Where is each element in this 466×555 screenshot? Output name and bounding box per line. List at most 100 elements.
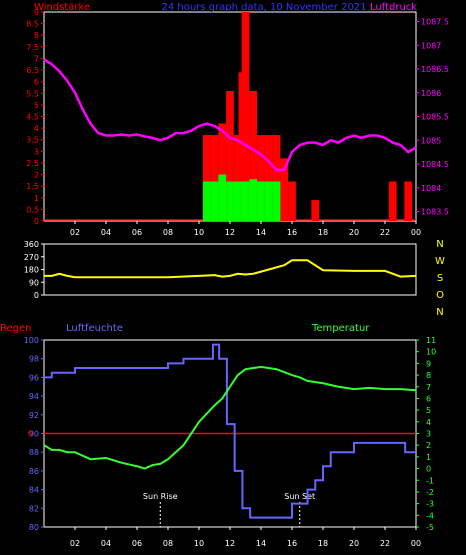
humidity-tick-label: 100 — [24, 336, 39, 345]
humidity-tick-label: 94 — [29, 392, 39, 401]
humidity-tick-label: 92 — [29, 411, 39, 420]
wind-gust-bar — [218, 123, 227, 221]
wind-gust-bar — [288, 181, 296, 221]
wind-tick-label: 9 — [34, 8, 39, 17]
x-tick-label: 02 — [70, 539, 80, 548]
wind-tick-label: 2 — [34, 171, 39, 180]
pressure-line — [43, 58, 417, 171]
wind-tick-label: 0 — [34, 217, 39, 226]
temperature-tick-label: 1 — [426, 453, 431, 462]
temperature-tick-label: 8 — [426, 371, 431, 380]
temperature-tick-label: 9 — [426, 359, 431, 368]
wind-direction-frame — [43, 243, 417, 296]
direction-letter: O — [436, 290, 444, 301]
pressure-tick-label: 1083.5 — [421, 208, 449, 217]
pressure-tick-label: 1086.5 — [421, 65, 449, 74]
sun-event-label: Sun Rise — [143, 492, 178, 501]
wind-tick-label: 7 — [34, 54, 39, 63]
rain-zero-label: 0 — [28, 430, 33, 439]
x-tick-label: 16 — [287, 228, 297, 237]
wind-gust-bar — [257, 135, 265, 221]
wind-speed-bar — [226, 181, 234, 221]
wind-gust-bar — [202, 135, 211, 221]
humidity-tick-label: 96 — [29, 373, 39, 382]
wind-tick-label: 6 — [34, 78, 39, 87]
header-center-label: 24 hours graph data, 10 November 2021 — [161, 2, 366, 13]
wind-tick-label: 2.5 — [26, 159, 39, 168]
x-tick-label: 00 — [411, 539, 421, 548]
pressure-tick-label: 1085.5 — [421, 113, 449, 122]
humidity-tick-label: 88 — [29, 448, 39, 457]
humidity-temperature-panel: 80828486889092949698100-5-4-3-2-10123456… — [24, 336, 436, 548]
x-tick-label: 10 — [194, 539, 204, 548]
temperature-tick-label: -4 — [426, 511, 434, 520]
humidity-tick-label: 98 — [29, 355, 39, 364]
wind-tick-label: 0.5 — [26, 205, 39, 214]
direction-tick-label: 360 — [24, 240, 39, 249]
wind-gust-bar — [226, 90, 234, 221]
wind-speed-bar — [241, 181, 250, 221]
x-tick-label: 08 — [163, 228, 173, 237]
wind-tick-label: 6.5 — [26, 66, 39, 75]
wind-tick-label: 3 — [34, 147, 39, 156]
x-tick-label: 06 — [132, 228, 142, 237]
pressure-tick-label: 1084 — [421, 184, 441, 193]
x-tick-label: 14 — [256, 539, 266, 548]
wind-gust-bar — [272, 135, 281, 221]
header-right-label: Luftdruck — [370, 2, 417, 13]
x-tick-label: 16 — [287, 539, 297, 548]
x-tick-label: 22 — [380, 539, 390, 548]
wind-tick-label: 8 — [34, 31, 39, 40]
x-tick-label: 04 — [101, 228, 111, 237]
wind-direction-line — [44, 259, 417, 279]
temperature-tick-label: 7 — [426, 383, 431, 392]
humidity-label: Luftfeuchte — [66, 323, 123, 334]
rain-label: Regen — [0, 323, 32, 334]
humidity-line — [44, 343, 416, 519]
wind-gust-bar — [388, 181, 397, 221]
direction-tick-label: 0 — [34, 291, 39, 300]
wind-gust-bar — [264, 135, 273, 221]
wind-gust-bar — [241, 12, 250, 221]
temperature-label: Temperatur — [311, 323, 370, 334]
wind-pressure-panel: 0 0.5 1 1.5 2 2.5 3 3.5 4 4.5 5 5.5 6 6.5 7 7.5 8 8.5 9 108… — [26, 8, 449, 237]
direction-tick-label: 180 — [24, 266, 39, 275]
direction-letter: W — [435, 256, 445, 267]
pressure-tick-label: 1086 — [421, 89, 441, 98]
direction-tick-label: 270 — [24, 253, 39, 262]
x-tick-label: 12 — [225, 228, 235, 237]
x-tick-label: 10 — [194, 228, 204, 237]
x-tick-label: 14 — [256, 228, 266, 237]
temperature-tick-label: -3 — [426, 500, 434, 509]
header-left-label: Windstärke — [34, 2, 90, 13]
wind-tick-label: 5 — [34, 101, 39, 110]
pressure-tick-label: 1087 — [421, 41, 441, 50]
direction-tick-label: 90 — [29, 278, 39, 287]
wind-tick-label: 3.5 — [26, 136, 39, 145]
x-tick-label: 02 — [70, 228, 80, 237]
x-tick-label: 12 — [225, 539, 235, 548]
wind-tick-label: 4 — [34, 124, 39, 133]
temperature-line — [43, 365, 417, 470]
temperature-tick-label: 0 — [426, 465, 431, 474]
x-tick-label: 18 — [318, 539, 328, 548]
direction-letter: N — [436, 307, 443, 318]
temperature-tick-label: 4 — [426, 418, 431, 427]
wind-gust-bar — [311, 200, 320, 221]
wind-speed-bar — [218, 174, 227, 221]
temperature-tick-label: 10 — [426, 348, 436, 357]
x-tick-label: 18 — [318, 228, 328, 237]
wind-gust-bar — [404, 181, 413, 221]
temperature-tick-label: 2 — [426, 441, 431, 450]
humidity-tick-label: 82 — [29, 504, 39, 513]
pressure-tick-label: 1087.5 — [421, 18, 449, 27]
temperature-tick-label: 3 — [426, 430, 431, 439]
x-tick-label: 22 — [380, 228, 390, 237]
x-tick-label: 04 — [101, 539, 111, 548]
temperature-tick-label: -1 — [426, 476, 434, 485]
x-tick-label: 20 — [349, 539, 359, 548]
temperature-tick-label: 11 — [426, 336, 436, 345]
